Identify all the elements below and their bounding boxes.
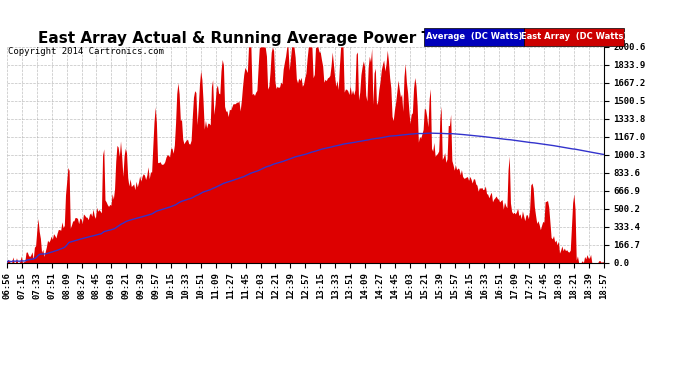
Text: Average  (DC Watts): Average (DC Watts)	[426, 32, 522, 41]
Text: Copyright 2014 Cartronics.com: Copyright 2014 Cartronics.com	[8, 47, 164, 56]
Text: East Array  (DC Watts): East Array (DC Watts)	[522, 32, 627, 41]
Title: East Array Actual & Running Average Power Thu Mar 20 19:08: East Array Actual & Running Average Powe…	[38, 31, 573, 46]
